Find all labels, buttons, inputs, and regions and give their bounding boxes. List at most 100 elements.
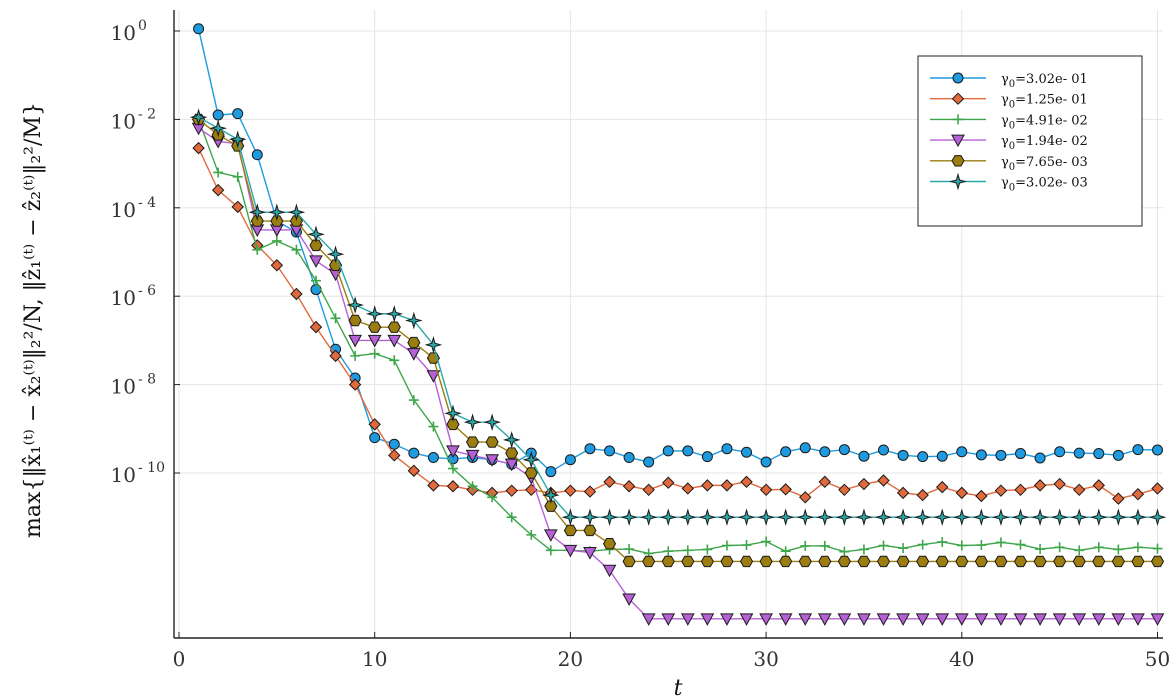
data-point: [952, 508, 971, 527]
data-point: [251, 149, 263, 161]
legend-label: γ0=7.65e- 03: [1001, 155, 1088, 173]
data-point: [759, 613, 773, 626]
data-point: [622, 480, 636, 493]
data-point: [994, 484, 1008, 497]
data-point: [739, 555, 754, 568]
data-point: [894, 508, 912, 527]
data-point: [857, 477, 871, 491]
data-point: [622, 555, 636, 568]
data-point: [563, 544, 578, 558]
data-point: [270, 259, 284, 272]
data-point: [348, 314, 362, 327]
data-point: [270, 215, 284, 227]
data-point: [1052, 613, 1067, 626]
data-point: [427, 479, 440, 492]
data-point: [330, 313, 341, 324]
data-point: [917, 539, 928, 550]
data-point: [543, 529, 558, 542]
data-point: [346, 296, 364, 314]
data-point: [1015, 539, 1026, 550]
data-point: [271, 235, 282, 246]
data-point: [309, 255, 323, 268]
data-point: [1053, 555, 1067, 568]
data-point: [1070, 508, 1089, 527]
data-point: [898, 543, 909, 554]
data-point: [1015, 448, 1027, 460]
data-point: [369, 348, 380, 359]
data-point: [231, 200, 244, 214]
data-point: [368, 321, 382, 333]
data-point: [1131, 555, 1145, 568]
data-point: [1014, 483, 1027, 497]
data-point: [700, 613, 715, 626]
data-point: [641, 613, 656, 626]
legend-label: γ0=3.02e- 03: [1001, 176, 1088, 194]
data-point: [1092, 479, 1105, 492]
legend-label: γ0=3.02e- 01: [1001, 72, 1088, 90]
data-point: [1148, 508, 1167, 527]
data-point: [407, 336, 421, 349]
data-point: [757, 508, 775, 527]
data-point: [368, 418, 381, 431]
data-point: [857, 555, 871, 568]
data-point: [212, 109, 224, 121]
data-point: [526, 529, 537, 540]
data-point: [326, 245, 345, 264]
y-axis-title: max{‖x̂₁⁽ᵗ⁾ − x̂₂⁽ᵗ⁾‖₂²/N, ‖ẑ₁⁽ᵗ⁾ − ẑ₂⁽ᵗ…: [21, 102, 46, 538]
data-point: [800, 540, 811, 551]
data-point: [563, 524, 577, 537]
data-point: [701, 451, 713, 463]
data-point: [522, 450, 541, 469]
data-point: [287, 203, 306, 222]
data-point: [876, 555, 891, 568]
data-point: [1011, 508, 1030, 527]
data-point: [564, 454, 576, 466]
x-tick-label: 0: [173, 647, 186, 671]
data-point: [720, 613, 734, 626]
data-point: [659, 508, 678, 527]
data-point: [369, 432, 381, 444]
data-point: [427, 452, 439, 464]
legend-label: γ0=4.91e- 02: [1001, 113, 1088, 131]
data-point: [213, 167, 224, 178]
data-point: [956, 540, 967, 551]
data-point: [405, 311, 423, 330]
y-tick-label: 10- 10: [111, 460, 165, 487]
y-tick-label: 10 0: [111, 18, 147, 45]
legend-entry: γ0=3.02e- 03: [930, 172, 1088, 194]
data-point: [600, 508, 619, 527]
data-point: [759, 483, 773, 497]
legend-entry: γ0=7.65e- 03: [930, 155, 1088, 173]
data-point: [290, 287, 303, 301]
data-point: [408, 395, 419, 406]
data-point: [956, 446, 968, 458]
data-point: [639, 508, 658, 527]
data-point: [193, 23, 205, 35]
data-point: [935, 555, 949, 568]
data-point: [1093, 448, 1105, 460]
data-point: [1031, 508, 1049, 527]
data-point: [1132, 542, 1143, 553]
data-point: [388, 438, 400, 450]
legend-entry: γ0=4.91e- 02: [930, 113, 1088, 131]
data-point: [741, 446, 753, 458]
data-point: [661, 613, 676, 626]
data-point: [700, 555, 714, 568]
x-axis-title: t: [674, 676, 683, 700]
data-point: [581, 508, 599, 527]
data-point: [465, 449, 480, 463]
data-point: [545, 545, 556, 556]
data-point: [974, 613, 989, 626]
data-point: [232, 171, 243, 182]
data-point: [915, 613, 930, 626]
data-point: [1111, 613, 1126, 626]
data-point: [937, 536, 948, 547]
data-point: [583, 524, 597, 537]
data-point: [348, 334, 362, 348]
data-point: [309, 239, 323, 252]
data-point: [444, 404, 462, 423]
y-tick-label: 10- 6: [111, 283, 157, 310]
data-point: [365, 305, 384, 323]
y-tick-exponent: - 4: [138, 195, 156, 211]
